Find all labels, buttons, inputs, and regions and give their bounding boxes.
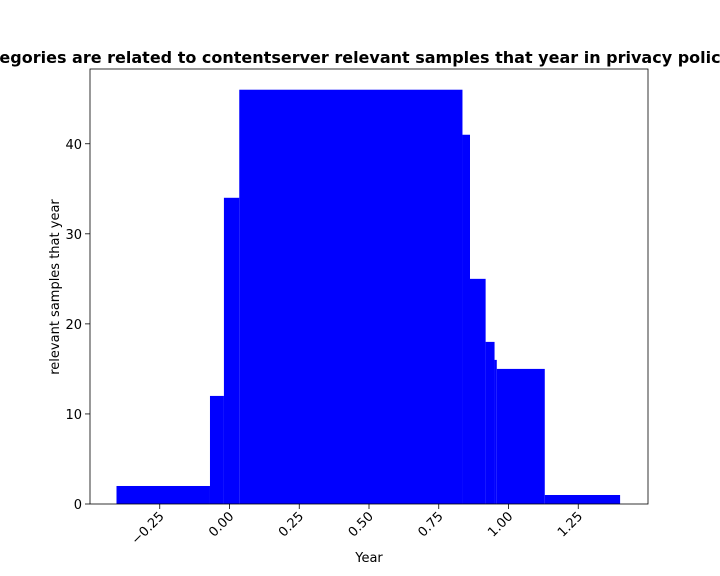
bar-9: [544, 494, 621, 504]
y-tick-label-3: 30: [65, 228, 82, 243]
bar-0: [116, 485, 210, 504]
bar-6: [485, 341, 495, 504]
bar-8: [496, 368, 545, 504]
y-tick-label-4: 40: [65, 138, 82, 153]
y-axis-ticks: 0 10 20 30 40: [65, 138, 90, 513]
x-axis-label: Year: [354, 551, 383, 566]
y-axis-label: relevant samples that year: [48, 199, 63, 375]
bars-group: [116, 89, 621, 504]
chart-title: egories are related to contentserver rel…: [0, 48, 720, 67]
bar-1: [209, 395, 224, 504]
bar-4: [462, 134, 470, 504]
bar-3: [239, 89, 463, 504]
y-tick-label-0: 0: [74, 498, 82, 513]
y-tick-label-2: 20: [65, 318, 82, 333]
bar-5: [469, 278, 486, 504]
y-tick-label-1: 10: [65, 408, 82, 423]
bar-2: [223, 197, 240, 504]
bar-7: [494, 359, 497, 504]
